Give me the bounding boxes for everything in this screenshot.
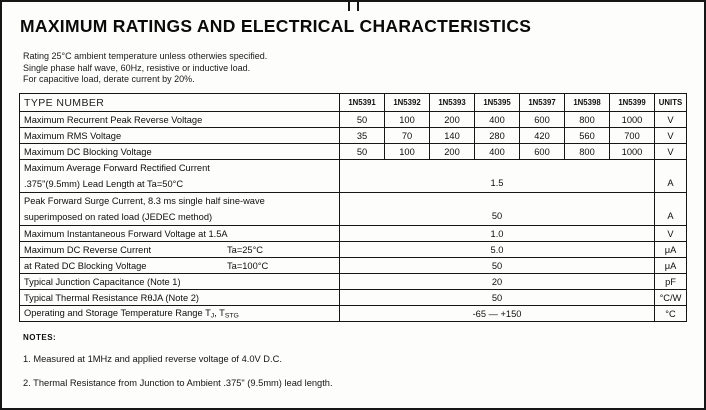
row-value: 1.0: [339, 225, 655, 242]
row-label: Maximum DC Reverse Current Ta=25°C: [19, 241, 340, 258]
row-label-text: Maximum DC Reverse Current: [24, 244, 152, 255]
row-label: Maximum Instantaneous Forward Voltage at…: [19, 225, 340, 242]
row-value: 400: [474, 111, 520, 128]
table-row: Operating and Storage Temperature Range …: [19, 305, 687, 322]
row-value: 280: [474, 127, 520, 144]
row-value: 800: [564, 143, 610, 160]
row-value: 1000: [609, 111, 655, 128]
row-value: 600: [519, 143, 565, 160]
row-value: 50: [339, 289, 655, 306]
note-item: 1. Measured at 1MHz and applied reverse …: [23, 354, 282, 364]
table-row: Maximum DC Reverse Current Ta=25°C 5.0 μ…: [19, 241, 687, 258]
note-item: 2. Thermal Resistance from Junction to A…: [23, 378, 333, 388]
table-row: Typical Thermal Resistance RθJA (Note 2)…: [19, 289, 687, 306]
table-row: Maximum RMS Voltage 35 70 140 280 420 56…: [19, 127, 687, 144]
row-condition: Ta=25°C: [227, 244, 264, 255]
row-label: Typical Junction Capacitance (Note 1): [19, 273, 340, 290]
row-value: 50: [339, 111, 385, 128]
notes-heading: NOTES:: [23, 333, 57, 342]
row-condition: Ta=100°C: [227, 260, 269, 271]
table-row: Maximum DC Blocking Voltage 50 100 200 4…: [19, 143, 687, 160]
table-row: Typical Junction Capacitance (Note 1) 20…: [19, 273, 687, 290]
row-value: 100: [384, 111, 430, 128]
column-header-part-number: 1N5399: [609, 93, 655, 112]
row-value: 200: [429, 111, 475, 128]
row-label: Maximum Average Forward Rectified Curren…: [19, 159, 340, 193]
row-label: Typical Thermal Resistance RθJA (Note 2): [19, 289, 340, 306]
row-label-line2: .375"(9.5mm) Lead Length at Ta=50°C: [24, 179, 184, 189]
row-label-line1: Peak Forward Surge Current, 8.3 ms singl…: [24, 196, 265, 206]
row-value: 200: [429, 143, 475, 160]
row-unit: μA: [654, 241, 687, 258]
column-header-part-number: 1N5393: [429, 93, 475, 112]
row-value: 50: [339, 257, 655, 274]
row-value: 100: [384, 143, 430, 160]
row-label: at Rated DC Blocking Voltage Ta=100°C: [19, 257, 340, 274]
notes-section: NOTES: 1. Measured at 1MHz and applied r…: [23, 333, 333, 402]
rating-conditions: Rating 25°C ambient temperature unless o…: [23, 51, 267, 86]
column-header-part-number: 1N5398: [564, 93, 610, 112]
row-value: 1.5: [339, 159, 655, 193]
ratings-table: TYPE NUMBER 1N5391 1N5392 1N5393 1N5395 …: [19, 93, 687, 322]
row-value: 5.0: [339, 241, 655, 258]
row-unit: V: [654, 127, 687, 144]
table-row: at Rated DC Blocking Voltage Ta=100°C 50…: [19, 257, 687, 274]
row-unit: V: [654, 111, 687, 128]
row-label: Maximum Recurrent Peak Reverse Voltage: [19, 111, 340, 128]
row-unit: A: [654, 192, 687, 226]
row-label-text: Operating and Storage Temperature Range …: [24, 307, 211, 318]
row-label-text: at Rated DC Blocking Voltage: [24, 260, 147, 271]
table-row: Maximum Instantaneous Forward Voltage at…: [19, 225, 687, 242]
table-header-row: TYPE NUMBER 1N5391 1N5392 1N5393 1N5395 …: [19, 93, 687, 112]
row-unit: V: [654, 225, 687, 242]
condition-line: Single phase half wave, 60Hz, resistive …: [23, 62, 251, 73]
row-value: 560: [564, 127, 610, 144]
table-row: Maximum Average Forward Rectified Curren…: [19, 159, 687, 193]
row-value: 35: [339, 127, 385, 144]
column-header-units: UNITS: [654, 93, 687, 112]
row-value: 50: [339, 143, 385, 160]
column-header-part-number: 1N5392: [384, 93, 430, 112]
row-value: 20: [339, 273, 655, 290]
row-unit: °C: [654, 305, 687, 322]
row-unit: pF: [654, 273, 687, 290]
top-divider-tick: [348, 2, 350, 11]
row-value: 700: [609, 127, 655, 144]
row-value: -65 — +150: [339, 305, 655, 322]
condition-line: Rating 25°C ambient temperature unless o…: [23, 51, 268, 61]
column-header-part-number: 1N5395: [474, 93, 520, 112]
row-label-subscript: J: [210, 312, 215, 320]
row-value: 800: [564, 111, 610, 128]
row-label: Maximum RMS Voltage: [19, 127, 340, 144]
row-label: Maximum DC Blocking Voltage: [19, 143, 340, 160]
row-value: 50: [339, 192, 655, 226]
row-unit: A: [654, 159, 687, 193]
row-label-subscript: STG: [224, 312, 239, 320]
table-row: Peak Forward Surge Current, 8.3 ms singl…: [19, 192, 687, 226]
row-value: 600: [519, 111, 565, 128]
section-title: MAXIMUM RATINGS AND ELECTRICAL CHARACTER…: [20, 16, 532, 36]
row-unit: °C/W: [654, 289, 687, 306]
row-label: Operating and Storage Temperature Range …: [19, 305, 340, 322]
row-value: 420: [519, 127, 565, 144]
row-value: 1000: [609, 143, 655, 160]
column-header-type-number: TYPE NUMBER: [19, 93, 340, 112]
row-label: Peak Forward Surge Current, 8.3 ms singl…: [19, 192, 340, 226]
row-unit: μA: [654, 257, 687, 274]
column-header-part-number: 1N5397: [519, 93, 565, 112]
top-divider-tick: [357, 2, 359, 11]
row-label-line1: Maximum Average Forward Rectified Curren…: [24, 163, 210, 173]
row-label-text: , T: [214, 307, 225, 318]
condition-line: For capacitive load, derate current by 2…: [23, 74, 195, 84]
row-label-line2: superimposed on rated load (JEDEC method…: [24, 212, 213, 222]
row-unit: V: [654, 143, 687, 160]
row-value: 70: [384, 127, 430, 144]
table-row: Maximum Recurrent Peak Reverse Voltage 5…: [19, 111, 687, 128]
column-header-part-number: 1N5391: [339, 93, 385, 112]
row-value: 140: [429, 127, 475, 144]
row-value: 400: [474, 143, 520, 160]
